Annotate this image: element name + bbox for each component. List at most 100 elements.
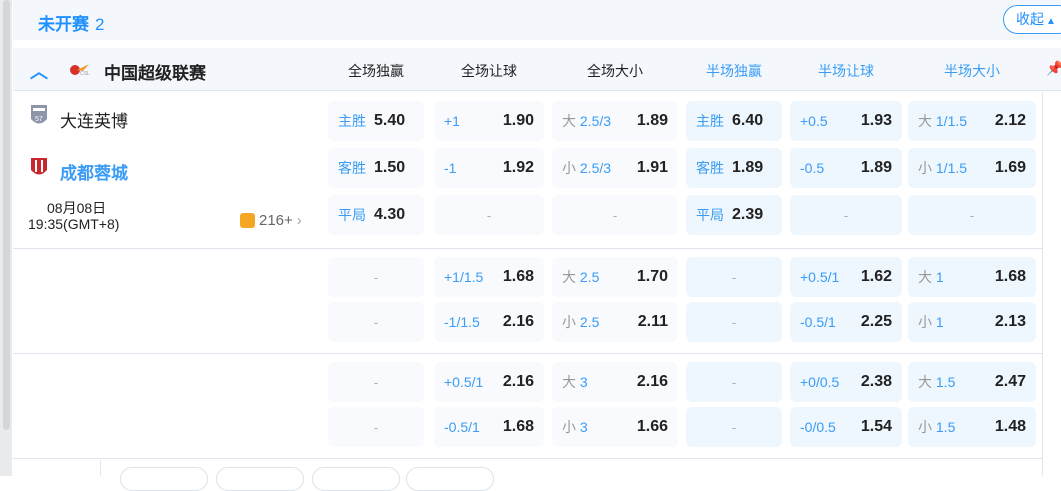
odds-cell: - (908, 195, 1036, 235)
odds-cell[interactable]: 大 1.5 2.47 (908, 362, 1036, 402)
odds-cell[interactable]: 平局 4.30 (328, 195, 424, 235)
odds-cell: - (686, 257, 782, 297)
odds-cell[interactable]: -1/1.5 2.16 (434, 302, 544, 342)
odds-cell[interactable]: -0.5 1.89 (790, 148, 902, 188)
collapse-button[interactable]: 收起 ▲ (1003, 5, 1061, 34)
odds-cell: - (434, 195, 544, 235)
odds-cell[interactable]: 小 3 1.66 (552, 407, 678, 447)
odds-value: 2.38 (860, 373, 892, 390)
odds-label: 大 1 (918, 269, 944, 285)
match-row-alt-lines (13, 354, 1043, 459)
odds-value: 1.62 (860, 268, 892, 285)
odds-cell[interactable]: 客胜 1.50 (328, 148, 424, 188)
odds-value: 1.89 (732, 159, 764, 176)
odds-value: 2.16 (502, 313, 534, 330)
odds-cell[interactable]: 小 2.5/3 1.91 (552, 148, 678, 188)
odds-cell[interactable]: -0.5/1 2.25 (790, 302, 902, 342)
odds-value: 6.40 (732, 112, 764, 129)
filter-pill[interactable] (406, 467, 494, 491)
odds-cell[interactable]: -1 1.92 (434, 148, 544, 188)
odds-cell: - (328, 257, 424, 297)
odds-value: 1.54 (860, 418, 892, 435)
odds-cell[interactable]: 大 1/1.5 2.12 (908, 101, 1036, 141)
odds-cell[interactable]: +0.5/1 2.16 (434, 362, 544, 402)
odds-cell[interactable]: 大 2.5/3 1.89 (552, 101, 678, 141)
odds-cell[interactable]: 主胜 6.40 (686, 101, 782, 141)
svg-text:57: 57 (35, 116, 43, 123)
odds-cell[interactable]: +0/0.5 2.38 (790, 362, 902, 402)
odds-value: 1.68 (502, 268, 534, 285)
away-team-logo-icon (30, 157, 48, 179)
odds-cell[interactable]: -0.5/1 1.68 (434, 407, 544, 447)
svg-text:CSL: CSL (80, 71, 90, 76)
odds-label: 大 1.5 (918, 374, 956, 390)
odds-cell[interactable]: +1/1.5 1.68 (434, 257, 544, 297)
more-markets-link[interactable]: 216+ › (240, 212, 302, 229)
column-header: 全场大小 (587, 63, 643, 79)
odds-label: -0.5 (800, 160, 825, 176)
odds-value: 2.13 (994, 313, 1026, 330)
odds-cell[interactable]: -0/0.5 1.54 (790, 407, 902, 447)
odds-value: 2.12 (994, 112, 1026, 129)
odds-cell[interactable]: +0.5 1.93 (790, 101, 902, 141)
odds-value: 5.40 (374, 112, 406, 129)
csl-logo-icon: CSL (69, 62, 91, 77)
empty-odds: - (486, 207, 492, 223)
odds-cell: - (328, 362, 424, 402)
odds-cell: - (328, 407, 424, 447)
odds-cell: - (328, 302, 424, 342)
filter-pill[interactable] (216, 467, 304, 491)
odds-label: -1/1.5 (444, 314, 480, 330)
odds-label: 客胜 (696, 160, 724, 176)
odds-label: 主胜 (338, 113, 366, 129)
odds-cell[interactable]: 主胜 5.40 (328, 101, 424, 141)
away-team-name[interactable]: 成都蓉城 (60, 164, 128, 183)
odds-label: -1 (444, 160, 457, 176)
empty-odds: - (731, 314, 737, 330)
odds-label: 小 1 (918, 314, 944, 330)
odds-cell[interactable]: 平局 2.39 (686, 195, 782, 235)
empty-odds: - (373, 419, 379, 435)
section-header (13, 0, 1061, 40)
empty-odds: - (731, 419, 737, 435)
chevron-up-icon[interactable]: ︿ (30, 62, 48, 82)
odds-cell[interactable]: +0.5/1 1.62 (790, 257, 902, 297)
column-header: 全场独赢 (348, 63, 404, 79)
odds-value: 4.30 (374, 206, 406, 223)
odds-label: -0.5/1 (444, 419, 480, 435)
odds-value: 1.89 (636, 112, 668, 129)
odds-cell[interactable]: 小 1 2.13 (908, 302, 1036, 342)
filter-pill[interactable] (312, 467, 400, 491)
odds-label: 小 1/1.5 (918, 160, 968, 176)
odds-cell[interactable]: +1 1.90 (434, 101, 544, 141)
odds-cell[interactable]: 小 2.5 2.11 (552, 302, 678, 342)
scrollbar-thumb[interactable] (3, 0, 10, 430)
match-time: 19:35(GMT+8) (28, 216, 120, 232)
odds-label: 小 2.5 (562, 314, 600, 330)
league-header[interactable] (13, 48, 1061, 91)
odds-cell[interactable]: 小 1.5 1.48 (908, 407, 1036, 447)
match-count: 2 (95, 15, 105, 34)
odds-cell[interactable]: 大 1 1.68 (908, 257, 1036, 297)
odds-label: +1 (444, 113, 460, 129)
home-team-name[interactable]: 大连英博 (60, 112, 128, 131)
odds-label: 大 1/1.5 (918, 113, 968, 129)
empty-odds: - (373, 314, 379, 330)
odds-value: 2.39 (732, 206, 764, 223)
odds-label: 大 2.5/3 (562, 113, 612, 129)
odds-value: 1.69 (994, 159, 1026, 176)
odds-value: 2.47 (994, 373, 1026, 390)
odds-cell[interactable]: 大 2.5 1.70 (552, 257, 678, 297)
pin-icon[interactable]: 📌 (1046, 60, 1061, 76)
match-date: 08月08日 (47, 200, 107, 216)
odds-cell[interactable]: 小 1/1.5 1.69 (908, 148, 1036, 188)
filter-pill[interactable] (120, 467, 208, 491)
odds-cell: - (686, 407, 782, 447)
odds-cell: - (686, 302, 782, 342)
empty-odds: - (969, 207, 975, 223)
odds-cell[interactable]: 客胜 1.89 (686, 148, 782, 188)
odds-cell[interactable]: 大 3 2.16 (552, 362, 678, 402)
odds-label: 大 3 (562, 374, 588, 390)
odds-label: 客胜 (338, 160, 366, 176)
column-header: 半场让球 (818, 63, 874, 79)
